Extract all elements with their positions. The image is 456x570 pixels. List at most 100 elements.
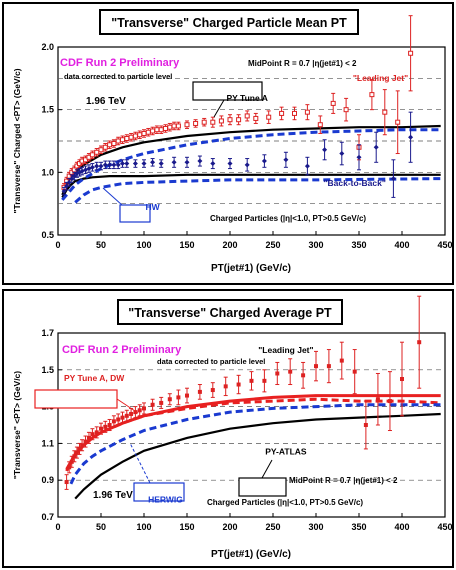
data-point xyxy=(163,124,168,133)
data-point xyxy=(288,358,293,386)
marker xyxy=(292,110,297,116)
data-point xyxy=(115,160,121,170)
bottom-pyatlas-pointer xyxy=(261,459,273,479)
data-point xyxy=(249,371,254,391)
x-tick-label: 0 xyxy=(55,522,60,532)
marker xyxy=(417,340,422,345)
marker xyxy=(120,415,125,420)
marker xyxy=(89,152,95,158)
data-point xyxy=(369,79,375,111)
marker xyxy=(304,163,310,169)
marker xyxy=(373,144,379,150)
data-point xyxy=(352,349,357,395)
data-point xyxy=(79,156,85,166)
marker xyxy=(304,109,310,115)
marker xyxy=(94,163,100,169)
data-point xyxy=(61,186,67,196)
data-point xyxy=(80,439,85,452)
data-point xyxy=(132,159,138,168)
marker xyxy=(107,162,113,168)
y-tick-label: 0.5 xyxy=(41,230,54,240)
marker xyxy=(86,154,92,160)
data-point xyxy=(197,384,202,400)
marker xyxy=(184,122,190,128)
top-hw-pointer xyxy=(102,187,123,206)
marker xyxy=(244,162,250,168)
data-point xyxy=(343,97,349,122)
marker xyxy=(132,161,138,167)
data-point xyxy=(261,154,267,168)
marker xyxy=(89,164,95,170)
marker xyxy=(197,389,202,394)
top-data-points xyxy=(61,15,414,198)
marker xyxy=(171,159,177,165)
marker xyxy=(77,161,82,167)
curve-hw-back- xyxy=(74,177,441,204)
marker xyxy=(72,454,77,459)
marker xyxy=(90,432,95,437)
data-point xyxy=(107,418,112,432)
series-label: PY-ATLAS xyxy=(265,446,307,456)
top-x-axis-label: PT(jet#1) (GeV/c) xyxy=(211,263,291,274)
marker xyxy=(253,115,259,121)
x-tick-label: 150 xyxy=(179,522,194,532)
data-point xyxy=(102,143,108,152)
bottom-x-ticks: 0 50 100 150 200 250 300 350 400 450 xyxy=(55,513,453,532)
data-point xyxy=(382,89,388,136)
marker xyxy=(408,134,414,140)
data-point xyxy=(253,112,259,124)
marker xyxy=(369,92,375,98)
data-point xyxy=(197,155,203,167)
data-point xyxy=(124,409,129,422)
marker xyxy=(400,377,404,381)
data-point xyxy=(111,139,117,148)
marker xyxy=(236,382,241,387)
bottom-data-points xyxy=(64,295,422,490)
data-point xyxy=(89,150,95,160)
marker xyxy=(218,118,224,124)
top-panel-frame xyxy=(2,2,454,285)
data-point xyxy=(244,158,250,172)
marker xyxy=(176,395,181,400)
data-point xyxy=(66,178,72,187)
series-label: HERWIG xyxy=(148,494,183,504)
marker xyxy=(99,426,103,431)
data-point xyxy=(262,369,267,393)
marker xyxy=(395,119,401,125)
bottom-chart-title: "Transverse" Charged Average PT xyxy=(128,306,332,320)
series-label: "Leading Jet" xyxy=(258,345,313,355)
marker xyxy=(159,400,164,405)
marker xyxy=(128,134,134,140)
data-point xyxy=(210,382,215,398)
marker xyxy=(74,450,79,455)
data-point xyxy=(94,148,100,157)
marker xyxy=(193,120,199,126)
data-point xyxy=(400,341,404,417)
bottom-annotations xyxy=(34,389,287,502)
data-point xyxy=(120,159,125,168)
top-pytunea-box xyxy=(192,81,263,101)
data-point xyxy=(137,404,142,417)
data-point xyxy=(141,159,147,168)
data-point xyxy=(86,164,92,173)
data-point xyxy=(283,151,289,168)
data-point xyxy=(98,145,104,155)
marker xyxy=(98,147,104,153)
bottom-energy-label: 1.96 TeV xyxy=(93,490,133,501)
marker xyxy=(167,124,173,130)
data-point xyxy=(356,144,362,171)
x-tick-label: 450 xyxy=(437,240,452,250)
series-label: PY Tune A, DW xyxy=(64,373,125,383)
top-cuts-label: MidPoint R = 0.7 |η(jet#1) < 2 xyxy=(248,59,357,68)
data-point xyxy=(317,115,323,134)
data-point xyxy=(107,140,113,150)
marker xyxy=(107,423,112,427)
top-experiment-label: CDF Run 2 Preliminary xyxy=(60,57,180,69)
data-point xyxy=(408,111,414,163)
data-point xyxy=(326,349,331,384)
data-point xyxy=(236,374,241,395)
data-point xyxy=(417,295,422,389)
marker xyxy=(103,424,108,429)
data-point xyxy=(201,117,207,127)
